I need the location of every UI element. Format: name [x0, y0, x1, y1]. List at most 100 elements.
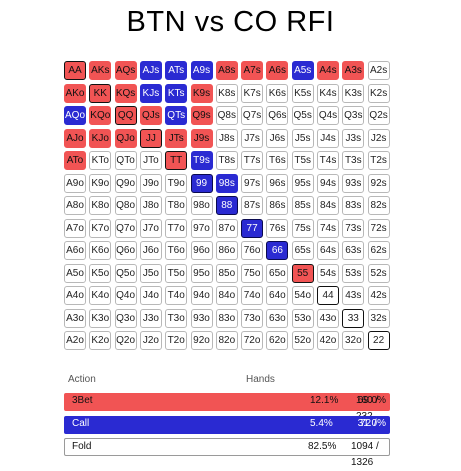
- hand-cell: AKo: [64, 83, 86, 103]
- hand-cell: A7s: [241, 61, 264, 80]
- hand-cell: 96o: [190, 241, 213, 260]
- hand-cell: K4o: [89, 286, 112, 305]
- hand-cell: K3o: [89, 308, 112, 328]
- hand-cell: K5s: [291, 83, 314, 103]
- hand-cell: KTo: [89, 151, 112, 170]
- hand-cell: QQ: [114, 106, 137, 125]
- hand-cell: J9s: [190, 128, 213, 148]
- hand-cell: T5s: [291, 151, 314, 170]
- hand-cell: T7s: [241, 151, 264, 170]
- action-column-header: Action: [68, 374, 96, 385]
- hand-cell: A6s: [266, 61, 289, 80]
- hand-cell: A2s: [367, 61, 390, 80]
- hand-cell: A4o: [64, 286, 86, 305]
- hand-cell: K7o: [89, 218, 112, 238]
- range-percent: 69.0%: [357, 395, 386, 406]
- hand-cell: T5o: [165, 263, 188, 283]
- hands-column-header: Hands: [246, 374, 275, 385]
- hand-cell: Q5s: [291, 106, 314, 125]
- hand-cell: 98s: [215, 173, 238, 193]
- hand-cell: K6s: [266, 83, 289, 103]
- hand-cell: KJo: [89, 128, 112, 148]
- hand-cell: 62s: [367, 241, 390, 260]
- hand-cell: KTs: [165, 83, 188, 103]
- hand-cell: T4o: [165, 286, 188, 305]
- hand-cell: Q6o: [114, 241, 137, 260]
- hand-cell: T3o: [165, 308, 188, 328]
- hand-cell: K3s: [342, 83, 365, 103]
- hand-cell: K9s: [190, 83, 213, 103]
- hand-cell: 63s: [342, 241, 365, 260]
- hand-cell: 95o: [190, 263, 213, 283]
- action-percent: 12.1%: [310, 395, 339, 406]
- hand-cell: AA: [64, 61, 86, 80]
- hand-cell: KQo: [89, 106, 112, 125]
- hand-cell: 75s: [291, 218, 314, 238]
- hand-cell: 87o: [215, 218, 238, 238]
- hand-cell: 84o: [215, 286, 238, 305]
- hand-cell: Q4s: [317, 106, 339, 125]
- hand-cell: J3s: [342, 128, 365, 148]
- hand-cell: 97s: [241, 173, 264, 193]
- hand-cell: T9o: [165, 173, 188, 193]
- hand-cell: J3o: [139, 308, 162, 328]
- hand-cell: 65o: [266, 263, 289, 283]
- hand-cell: QJs: [139, 106, 162, 125]
- hand-cell: K8s: [215, 83, 238, 103]
- hand-cell: Q4o: [114, 286, 137, 305]
- hand-cell: 82o: [215, 331, 238, 350]
- hand-cell: 72o: [241, 331, 264, 350]
- hand-cell: KK: [89, 83, 112, 103]
- hand-cell: JTo: [139, 151, 162, 170]
- hand-cell: A6o: [64, 241, 86, 260]
- hand-cell: Q3s: [342, 106, 365, 125]
- hand-cell: 62o: [266, 331, 289, 350]
- hand-cell: 32s: [367, 308, 390, 328]
- hand-cell: 43o: [317, 308, 339, 328]
- hand-cell: 74s: [317, 218, 339, 238]
- hand-cell: KQs: [114, 83, 137, 103]
- hand-cell: K2s: [367, 83, 390, 103]
- hand-cell: 64s: [317, 241, 339, 260]
- hand-cell: 72s: [367, 218, 390, 238]
- hand-cell: J7s: [241, 128, 264, 148]
- hand-cell: 76s: [266, 218, 289, 238]
- hand-cell: 84s: [317, 196, 339, 215]
- hand-cell: T2s: [367, 151, 390, 170]
- hand-cell: JTs: [165, 128, 188, 148]
- hand-cell: T8o: [165, 196, 188, 215]
- hand-cell: J8s: [215, 128, 238, 148]
- hand-cell: TT: [165, 151, 188, 170]
- hand-cell: J5s: [291, 128, 314, 148]
- hand-cell: A7o: [64, 218, 86, 238]
- hand-cell: Q9o: [114, 173, 137, 193]
- hand-cell: J4s: [317, 128, 339, 148]
- hand-cell: AJo: [64, 128, 86, 148]
- range-percent: 31.0%: [357, 418, 386, 429]
- hand-cell: Q6s: [266, 106, 289, 125]
- hand-cell: 82s: [367, 196, 390, 215]
- summary-row-fold: Fold 82.5% 1094 / 1326: [64, 438, 390, 468]
- hand-cell: A8s: [215, 61, 238, 80]
- hand-cell: 33: [342, 308, 365, 328]
- hand-cell: T8s: [215, 151, 238, 170]
- hand-cell: 94o: [190, 286, 213, 305]
- hand-cell: K7s: [241, 83, 264, 103]
- hand-cell: 86s: [266, 196, 289, 215]
- summary-row-3bet: 3Bet 12.1% 160 / 232 69.0%: [64, 393, 390, 422]
- hand-cell: 85o: [215, 263, 238, 283]
- hand-cell: 95s: [291, 173, 314, 193]
- hand-cell: Q7o: [114, 218, 137, 238]
- hand-cell: J5o: [139, 263, 162, 283]
- hand-cell: 97o: [190, 218, 213, 238]
- hand-cell: 42s: [367, 286, 390, 305]
- hand-cell: A4s: [317, 61, 339, 80]
- hand-cell: A5o: [64, 263, 86, 283]
- hand-cell: ATs: [165, 61, 188, 80]
- hand-cell: T4s: [317, 151, 339, 170]
- hand-cell: Q2s: [367, 106, 390, 125]
- hand-cell: K5o: [89, 263, 112, 283]
- hand-cell: J6o: [139, 241, 162, 260]
- hand-cell: J2s: [367, 128, 390, 148]
- hand-cell: 86o: [215, 241, 238, 260]
